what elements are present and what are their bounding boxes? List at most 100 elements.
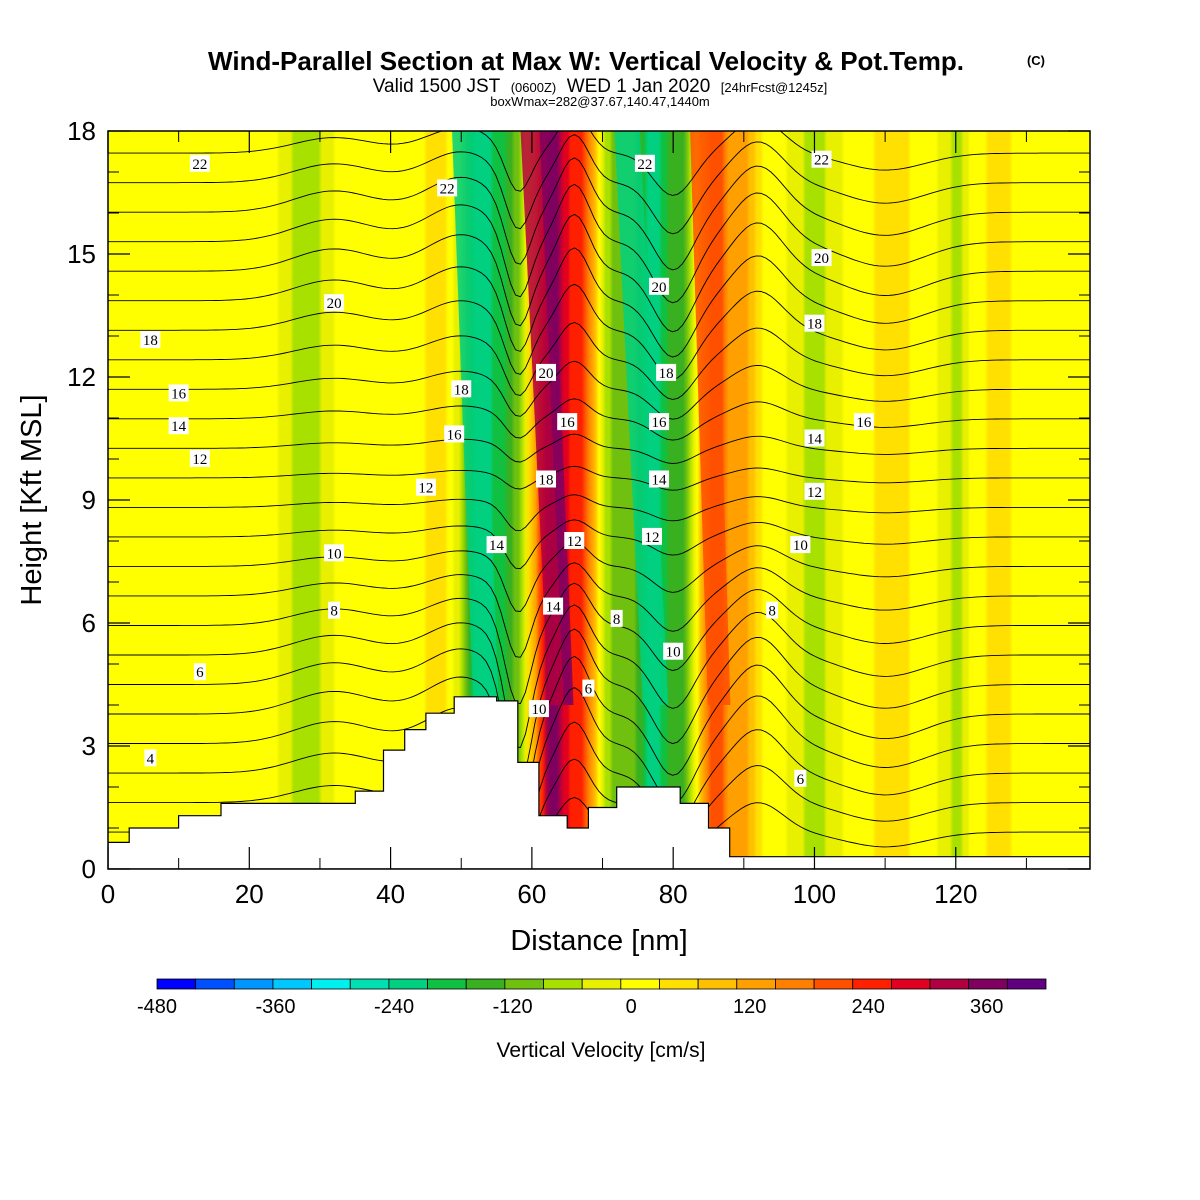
theta-label-11: 18 (656, 363, 677, 382)
theta-label-4: 20 (324, 294, 345, 312)
theta-label-text-5: 20 (539, 366, 554, 382)
theta-label-text-17: 16 (856, 415, 872, 431)
colorbar-swatch-15 (736, 978, 776, 990)
theta-label-30: 10 (663, 642, 684, 661)
theta-label-38: 4 (144, 749, 157, 767)
theta-label-text-19: 14 (489, 538, 505, 554)
theta-label-text-12: 18 (807, 317, 822, 333)
colorbar-swatch-8 (465, 978, 506, 990)
y-tick-label-6: 18 (67, 116, 96, 146)
x-axis: 0 20 40 60 80 100 120 (101, 131, 1027, 909)
velocity-field (108, 131, 1090, 869)
theta-label-text-15: 16 (560, 415, 576, 431)
colorbar-swatch-12 (620, 978, 660, 990)
theta-label-text-21: 14 (652, 473, 668, 489)
theta-label-text-20: 14 (546, 600, 562, 616)
theta-label-31: 10 (790, 536, 811, 554)
colorbar-swatch-4 (311, 978, 351, 990)
x-tick-label-2: 40 (376, 879, 405, 909)
colorbar-swatch-20 (929, 978, 970, 990)
x-tick-label-4: 80 (659, 879, 688, 909)
colorbar-swatch-14 (697, 978, 738, 990)
y-axis-label: Height [Kft MSL] (16, 394, 48, 605)
theta-contour-18 (108, 247, 1090, 358)
colorbar-swatch-17 (813, 978, 854, 990)
theta-contour-labels: 22 22 22 22 20 20 20 20 18 18 18 18 18 16 16 16 16 16 14 14… (140, 150, 874, 788)
theta-label-text-0: 22 (192, 157, 207, 173)
theta-contour-4 (108, 655, 1090, 822)
theta-label-20: 14 (543, 597, 564, 616)
theta-label-17: 16 (853, 413, 874, 431)
theta-label-text-16: 16 (652, 415, 668, 431)
theta-label-25: 12 (564, 532, 585, 550)
theta-contour-10 (108, 519, 1090, 570)
colorbar-swatch-0 (156, 978, 197, 990)
theta-label-text-38: 4 (147, 751, 155, 767)
x-axis-label: Distance [nm] (510, 925, 687, 957)
theta-contour-14 (108, 398, 1090, 441)
y-tick-label-2: 6 (82, 608, 96, 638)
theta-contour-13 (108, 433, 1090, 464)
theta-contour-7 (108, 582, 1090, 705)
y-tick-label-4: 12 (67, 362, 96, 392)
theta-label-2: 22 (634, 154, 655, 173)
colorbar-swatch-19 (890, 978, 931, 990)
box-info: boxWmax=282@37.67,140.47,1440m (490, 94, 710, 109)
theta-label-text-10: 18 (539, 473, 554, 489)
theta-label-text-6: 20 (652, 280, 667, 296)
theta-label-text-34: 8 (768, 604, 776, 620)
theta-label-29: 10 (528, 700, 549, 718)
theta-label-7: 20 (811, 249, 832, 267)
theta-label-text-36: 6 (585, 682, 593, 698)
y-tick-label-3: 9 (82, 485, 96, 515)
terrain-mask (108, 696, 1090, 869)
theta-contour-23 (108, 131, 1090, 196)
colorbar-swatch-16 (775, 978, 815, 990)
valid-day: WED 1 Jan 2020 (567, 76, 711, 97)
colorbar-label: Vertical Velocity [cm/s] (497, 1039, 706, 1062)
colorbar-tick-2: -240 (374, 996, 414, 1018)
velocity-band-3 (614, 131, 669, 705)
velocity-band-2 (539, 131, 574, 705)
theta-contour-5 (108, 628, 1090, 788)
colorbar-swatch-21 (968, 978, 1008, 990)
theta-contour-19 (108, 213, 1090, 333)
colorbar: -480 -360 -240 -120 0 120 240 360 (137, 978, 1047, 1018)
velocity-band-0 (452, 131, 499, 705)
theta-contours (108, 131, 1090, 869)
theta-label-text-37: 6 (797, 772, 805, 788)
colorbar-tick-5: 120 (733, 996, 766, 1018)
theta-label-28: 10 (324, 544, 345, 562)
theta-label-6: 20 (649, 277, 670, 296)
theta-label-text-22: 14 (807, 432, 823, 448)
theta-label-text-1: 22 (440, 181, 455, 197)
theta-contour-9 (108, 541, 1090, 612)
colorbar-tick-7: 360 (970, 996, 1003, 1018)
chart-title: Wind-Parallel Section at Max W: Vertical… (208, 46, 964, 76)
y-tick-label-0: 0 (82, 854, 96, 884)
theta-contour-16 (108, 322, 1090, 400)
theta-label-5: 20 (536, 363, 557, 382)
theta-label-32: 8 (328, 601, 341, 620)
theta-label-36: 6 (582, 679, 595, 698)
plot-area: 22 22 22 22 20 20 20 20 18 18 18 18 18 16 16 16 16 16 14 14… (108, 131, 1090, 869)
colorbar-tick-4: 0 (626, 996, 637, 1018)
colorbar-swatch-22 (1006, 978, 1047, 990)
theta-contour-15 (108, 360, 1090, 420)
theta-label-12: 18 (804, 314, 825, 333)
theta-label-text-24: 12 (418, 481, 433, 497)
colorbar-swatch-2 (233, 978, 274, 990)
theta-label-16: 16 (649, 413, 670, 431)
theta-contour-21 (108, 157, 1090, 271)
theta-label-27: 12 (804, 482, 825, 501)
theta-label-text-28: 10 (327, 546, 342, 562)
theta-label-text-26: 12 (644, 530, 659, 546)
colorbar-swatch-3 (272, 978, 313, 990)
theta-label-text-13: 16 (171, 386, 187, 402)
colorbar-tick-1: -360 (256, 996, 296, 1018)
theta-label-22: 14 (804, 429, 825, 448)
theta-label-text-8: 18 (143, 333, 158, 349)
colorbar-swatch-18 (852, 978, 892, 990)
theta-contour-1 (108, 758, 1090, 869)
